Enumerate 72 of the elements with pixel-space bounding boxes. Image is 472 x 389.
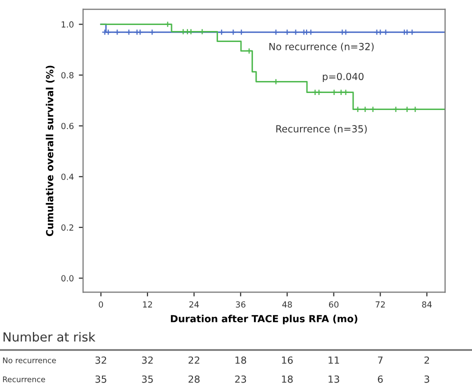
point [330, 89, 338, 96]
point [342, 29, 349, 36]
x-axis-title: Duration after TACE plus RFA (mo) [170, 314, 358, 324]
text: 32 [95, 356, 106, 364]
point [238, 29, 245, 36]
point [338, 89, 344, 96]
text: 18 [235, 356, 246, 364]
point [184, 28, 191, 35]
point [114, 29, 120, 36]
point [408, 29, 416, 36]
point [370, 106, 376, 113]
text: 11 [328, 356, 340, 364]
point [342, 89, 349, 96]
point [312, 89, 318, 96]
point [148, 29, 156, 36]
point [404, 106, 410, 113]
y-axis-title: Cumulative overall survival (%) [46, 66, 54, 236]
point [292, 29, 299, 36]
text: 6 [378, 375, 383, 383]
x-tick-label: 0 [98, 301, 104, 308]
text: 22 [188, 356, 200, 364]
point [230, 29, 236, 36]
point [316, 89, 322, 96]
point [362, 106, 368, 113]
point [126, 29, 132, 36]
point [272, 29, 280, 36]
x-tick-label: 24 [189, 301, 199, 308]
point [218, 29, 225, 36]
y-tick-label: 0.0 [61, 275, 74, 282]
series-label: Recurrence (n=35) [276, 124, 367, 134]
point [272, 78, 280, 85]
text: 28 [188, 375, 200, 383]
point [134, 29, 140, 36]
x-tick-label: 72 [376, 301, 385, 308]
point [374, 29, 380, 36]
series-label: No recurrence (n=32) [269, 42, 374, 52]
text: 35 [95, 375, 106, 383]
y-tick-label: 0.6 [61, 122, 74, 130]
point [246, 48, 252, 54]
point [102, 29, 108, 36]
point [339, 29, 346, 36]
x-tick-label: 48 [282, 301, 292, 308]
point [199, 28, 206, 35]
x-tick-label: 60 [329, 301, 338, 308]
point [392, 106, 399, 113]
text: 23 [235, 375, 246, 383]
point [284, 29, 290, 36]
x-tick-label: 84 [422, 301, 432, 308]
point [382, 29, 389, 36]
text: Number at risk [4, 332, 96, 342]
x-tick-label: 12 [143, 301, 152, 308]
x-tick-label: 36 [236, 301, 246, 308]
annotation: p=0.040 [322, 72, 364, 82]
text: 3 [424, 375, 430, 383]
text: 32 [142, 356, 153, 364]
text: 18 [282, 375, 293, 383]
y-tick-label: 0.8 [61, 72, 74, 78]
text: 7 [378, 356, 383, 364]
y-tick-label: 0.4 [61, 174, 74, 180]
point [188, 28, 194, 35]
point [164, 21, 171, 28]
y-tick-label: 1.0 [62, 21, 74, 28]
point [354, 106, 361, 113]
text: 2 [424, 356, 429, 364]
text: 13 [328, 375, 340, 383]
point [136, 29, 144, 36]
text: 35 [142, 375, 153, 383]
point [377, 29, 384, 36]
text: 16 [282, 356, 293, 364]
point [412, 106, 418, 113]
point [105, 29, 112, 36]
y-tick-label: 0.2 [61, 224, 74, 231]
